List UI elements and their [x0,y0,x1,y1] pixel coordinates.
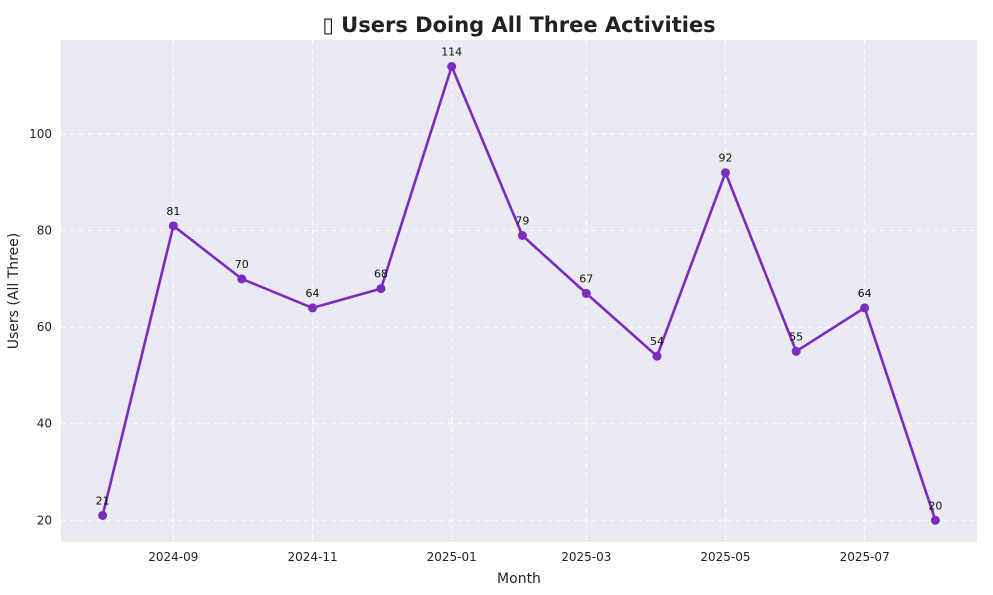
x-axis-label: Month [497,571,541,587]
data-label: 20 [928,499,942,512]
y-tick-label: 60 [37,320,52,334]
y-tick-label: 40 [37,417,52,431]
data-point [581,288,591,298]
data-point [98,510,108,520]
data-point [720,168,730,178]
data-point [168,221,178,231]
x-tick-label: 2025-07 [840,550,890,564]
data-label: 21 [96,494,110,507]
x-tick-label: 2025-01 [427,550,477,564]
x-tick-label: 2024-09 [148,550,198,564]
data-label: 68 [374,268,388,281]
axis-ticks: 20 40 60 80 100 2024-09 2024-11 2025-01 2025-03 2… [29,127,890,564]
data-label: 54 [650,335,664,348]
x-tick-label: 2025-03 [561,550,611,564]
data-point [237,274,247,284]
data-label: 92 [718,152,732,165]
data-label: 114 [441,46,462,59]
data-point [930,515,940,525]
data-point [517,230,527,240]
grid [61,40,977,542]
data-label: 64 [306,287,320,300]
data-point [791,346,801,356]
data-point [447,62,457,72]
data-label: 55 [789,330,803,343]
series-users-all-three: 21 81 70 64 68 114 79 67 54 92 55 64 20 [96,46,942,525]
y-tick-label: 20 [37,513,52,527]
data-point [376,284,386,294]
data-point [652,351,662,361]
plot-area [61,40,977,542]
data-label: 79 [515,214,529,227]
data-point [860,303,870,313]
data-label: 64 [858,287,872,300]
y-axis-label: Users (All Three) [6,233,22,349]
y-tick-label: 80 [37,224,52,238]
x-tick-label: 2024-11 [287,550,337,564]
chart-title: ▯ Users Doing All Three Activities [322,13,715,37]
data-label: 67 [579,272,593,285]
data-point [308,303,318,313]
data-label: 70 [235,258,249,271]
y-tick-label: 100 [29,127,52,141]
data-label: 81 [166,205,180,218]
x-tick-label: 2025-05 [700,550,750,564]
